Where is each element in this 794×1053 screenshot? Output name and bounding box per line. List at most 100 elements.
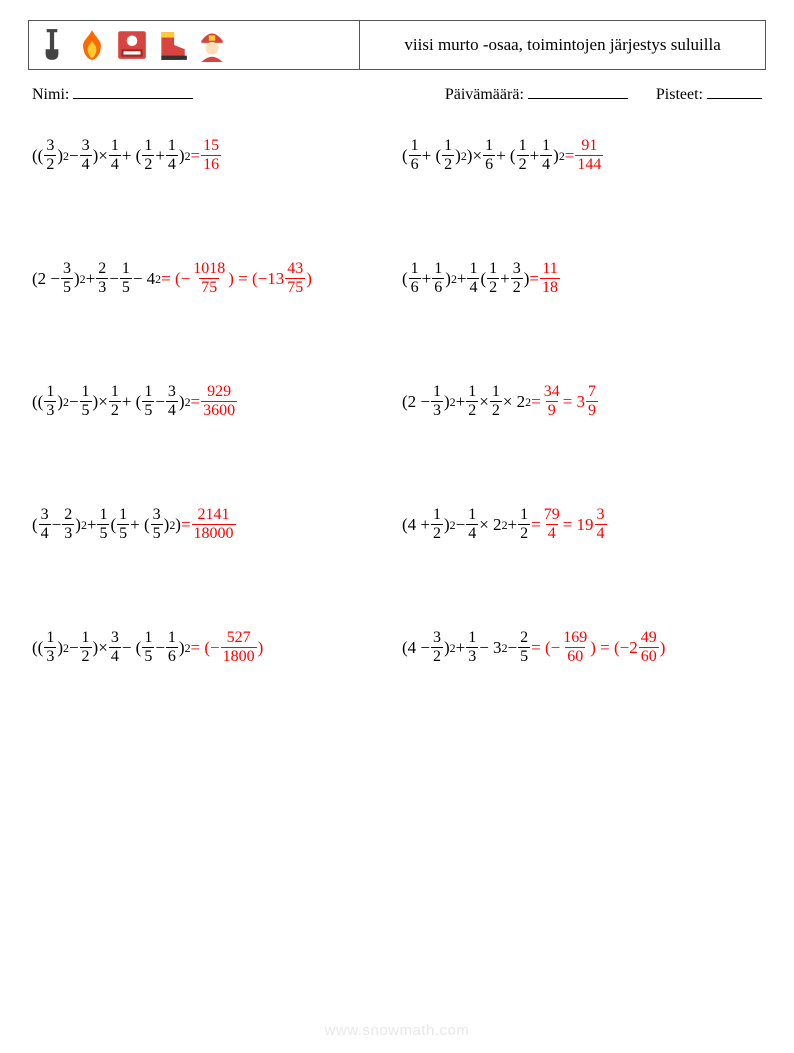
problem-8: (4 + 12)2 − 14 × 22 + 12 = 794 = 1934 — [402, 507, 762, 542]
boot-icon — [155, 28, 189, 62]
problem-answer: = (−101875) = (−134375) — [161, 261, 312, 296]
problem-lhs: ((13)2 − 12) × 34 − (15 − 16)2 — [32, 630, 191, 665]
header-icons — [29, 28, 229, 62]
problem-10: (4 − 32)2 + 13 − 32 − 25 = (−16960) = (−… — [402, 630, 762, 665]
problem-lhs: ((32)2 − 34) × 14 + (12 + 14)2 — [32, 138, 191, 173]
name-label: Nimi: — [32, 86, 69, 103]
fraction: 34 — [109, 630, 121, 665]
problem-answer: = 349 = 379 — [531, 384, 599, 419]
fraction: 16 — [432, 261, 444, 296]
fraction: 91144 — [575, 138, 603, 173]
fraction: 32 — [431, 630, 443, 665]
fraction: 14 — [467, 261, 479, 296]
name-field[interactable] — [73, 84, 193, 99]
fraction: 12 — [80, 630, 92, 665]
problem-6: (2 − 13)2 + 12 × 12 × 22 = 349 = 379 — [402, 384, 762, 419]
fraction: 101875 — [191, 261, 227, 296]
fraction: 5271800 — [221, 630, 257, 665]
fraction: 32 — [511, 261, 523, 296]
problem-4: (16 + 16)2 + 14(12 + 32) = 1118 — [402, 261, 762, 296]
fraction: 15 — [142, 384, 154, 419]
problem-answer: = 91144 — [565, 138, 605, 173]
fraction: 16 — [483, 138, 495, 173]
problem-lhs: (16 + (12)2) × 16 + (12 + 14)2 — [402, 138, 565, 173]
fraction: 12 — [518, 507, 530, 542]
fraction: 12 — [142, 138, 154, 173]
fraction: 15 — [97, 507, 109, 542]
problem-answer: = 9293600 — [191, 384, 239, 419]
fire-icon — [75, 28, 109, 62]
problem-2: (16 + (12)2) × 16 + (12 + 14)2 = 91144 — [402, 138, 762, 173]
fraction: 34 — [166, 384, 178, 419]
date-label: Päivämäärä: — [445, 86, 524, 103]
problem-lhs: (2 − 35)2 + 23 − 15 − 42 — [32, 261, 161, 296]
shovel-icon — [35, 28, 69, 62]
fraction: 12 — [442, 138, 454, 173]
problem-lhs: (2 − 13)2 + 12 × 12 × 22 — [402, 384, 531, 419]
problem-5: ((13)2 − 15) × 12 + (15 − 34)2 = 9293600 — [32, 384, 392, 419]
fraction: 35 — [61, 261, 73, 296]
fraction: 12 — [517, 138, 529, 173]
fraction: 4375 — [285, 261, 305, 296]
problem-answer: = 794 = 1934 — [531, 507, 607, 542]
problem-9: ((13)2 − 12) × 34 − (15 − 16)2 = (−52718… — [32, 630, 392, 665]
fraction: 15 — [120, 261, 132, 296]
fraction: 23 — [96, 261, 108, 296]
problem-lhs: ((13)2 − 15) × 12 + (15 − 34)2 — [32, 384, 191, 419]
score-label: Pisteet: — [656, 86, 703, 103]
fraction: 12 — [109, 384, 121, 419]
problem-1: ((32)2 − 34) × 14 + (12 + 14)2 = 1516 — [32, 138, 392, 173]
fraction: 794 — [542, 507, 562, 542]
fraction: 34 — [39, 507, 51, 542]
problem-answer: = 214118000 — [181, 507, 237, 542]
fraction: 14 — [109, 138, 121, 173]
problems-grid: ((32)2 − 34) × 14 + (12 + 14)2 = 1516 (16… — [28, 138, 766, 665]
fraction: 214118000 — [192, 507, 236, 542]
problem-lhs: (4 + 12)2 − 14 × 22 + 12 — [402, 507, 531, 542]
fraction: 13 — [44, 630, 56, 665]
fraction: 14 — [540, 138, 552, 173]
fraction: 16 — [166, 630, 178, 665]
fraction: 15 — [117, 507, 129, 542]
fraction: 12 — [431, 507, 443, 542]
fraction: 16 — [409, 138, 421, 173]
fraction: 12 — [487, 261, 499, 296]
fraction: 79 — [586, 384, 598, 419]
fraction: 13 — [466, 630, 478, 665]
problem-7: (34 − 23)2 + 15(15 + (35)2) = 214118000 — [32, 507, 392, 542]
fraction: 14 — [466, 507, 478, 542]
meta-row: Nimi: Päivämäärä: Pisteet: — [28, 84, 766, 104]
problem-lhs: (16 + 16)2 + 14(12 + 32) — [402, 261, 529, 296]
fraction: 16 — [409, 261, 421, 296]
problem-lhs: (34 − 23)2 + 15(15 + (35)2) — [32, 507, 181, 542]
fraction: 12 — [466, 384, 478, 419]
fraction: 1516 — [201, 138, 221, 173]
fraction: 25 — [518, 630, 530, 665]
fraction: 32 — [44, 138, 56, 173]
fraction: 13 — [431, 384, 443, 419]
fraction: 35 — [151, 507, 163, 542]
fraction: 23 — [62, 507, 74, 542]
fraction: 13 — [44, 384, 56, 419]
problem-answer: = 1516 — [191, 138, 223, 173]
fraction: 14 — [166, 138, 178, 173]
date-field[interactable] — [528, 84, 628, 99]
problem-answer: = 1118 — [529, 261, 561, 296]
footer-watermark: www.snowmath.com — [0, 1022, 794, 1039]
problem-lhs: (4 − 32)2 + 13 − 32 − 25 — [402, 630, 531, 665]
fraction: 9293600 — [201, 384, 237, 419]
fraction: 349 — [542, 384, 562, 419]
worksheet-header: viisi murto -osaa, toimintojen järjestys… — [28, 20, 766, 70]
fraction: 4960 — [639, 630, 659, 665]
fraction: 12 — [490, 384, 502, 419]
fraction: 34 — [80, 138, 92, 173]
score-field[interactable] — [707, 84, 762, 99]
fraction: 1118 — [540, 261, 560, 296]
problem-answer: = (−16960) = (−24960) — [531, 630, 665, 665]
fraction: 15 — [80, 384, 92, 419]
fireman-icon — [195, 28, 229, 62]
fraction: 15 — [142, 630, 154, 665]
alarm-icon — [115, 28, 149, 62]
worksheet-title: viisi murto -osaa, toimintojen järjestys… — [360, 30, 765, 59]
problem-3: (2 − 35)2 + 23 − 15 − 42 = (−101875) = (… — [32, 261, 392, 296]
